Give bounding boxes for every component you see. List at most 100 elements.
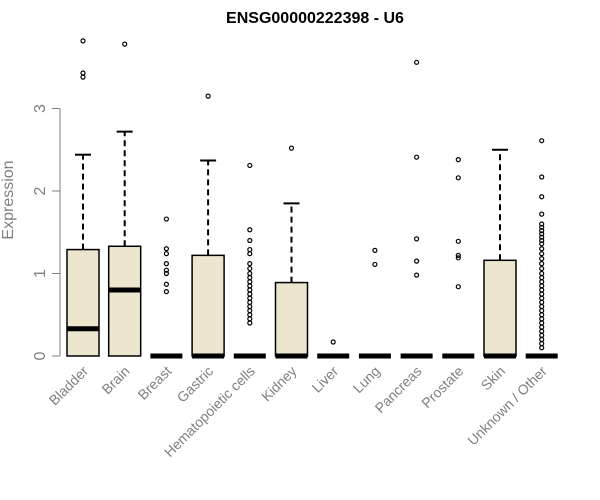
outlier-9-2 — [455, 238, 461, 244]
outlier-11-14 — [539, 261, 545, 267]
outlier-4-17 — [247, 312, 253, 318]
outlier-11-32 — [539, 336, 545, 343]
box-9 — [442, 157, 475, 359]
outlier-4-12 — [247, 291, 253, 297]
outlier-4-0 — [247, 162, 253, 169]
outlier-4-6 — [247, 265, 253, 272]
x-tick-label-5: Kidney — [258, 363, 300, 405]
outlier-2-1 — [163, 246, 169, 252]
outlier-0-2 — [80, 74, 86, 80]
box-rect-0 — [66, 248, 100, 357]
outlier-11-13 — [539, 256, 545, 262]
outlier-4-4 — [247, 251, 253, 257]
outlier-11-17 — [539, 275, 545, 281]
outlier-11-1 — [539, 174, 545, 180]
chart-title: ENSG00000222398 - U6 — [226, 10, 404, 27]
outlier-11-22 — [539, 295, 545, 301]
y-axis-label: Expression — [0, 160, 17, 239]
x-tick-label-6: Liver — [309, 363, 342, 396]
outlier-11-12 — [539, 251, 545, 257]
outlier-11-30 — [539, 328, 545, 334]
outlier-11-26 — [539, 312, 545, 318]
y-tick-label-2: 2 — [32, 186, 49, 195]
outlier-4-10 — [247, 283, 253, 289]
box-4 — [233, 162, 266, 359]
outlier-11-8 — [539, 234, 545, 240]
outlier-11-15 — [539, 265, 545, 272]
outlier-8-2 — [414, 236, 420, 242]
outlier-11-27 — [539, 316, 545, 322]
outlier-4-9 — [247, 279, 253, 285]
x-tick-label-11: Unknown / Other — [464, 363, 550, 449]
outlier-4-19 — [247, 320, 253, 326]
outlier-2-3 — [163, 261, 169, 267]
outlier-4-15 — [247, 303, 253, 310]
y-axis: 0 1 2 3 — [32, 104, 61, 360]
y-tick-label-3: 3 — [32, 104, 49, 113]
x-tick-label-2: Breast — [135, 363, 175, 403]
outlier-8-4 — [414, 272, 420, 278]
outlier-7-0 — [372, 247, 378, 253]
outlier-11-28 — [539, 320, 545, 326]
box-1 — [107, 41, 142, 357]
box-rect-1 — [107, 245, 142, 357]
outlier-11-16 — [539, 270, 545, 277]
outlier-4-7 — [247, 270, 253, 277]
outlier-11-20 — [539, 287, 545, 293]
outlier-11-19 — [539, 283, 545, 289]
outlier-11-23 — [539, 299, 545, 305]
outlier-9-1 — [455, 175, 461, 181]
outlier-7-1 — [372, 261, 378, 268]
box-10 — [483, 148, 517, 359]
outlier-9-0 — [455, 157, 461, 163]
box-7 — [358, 247, 391, 359]
outlier-2-6 — [163, 281, 169, 287]
y-tick-label-0: 0 — [32, 351, 49, 360]
outlier-11-21 — [539, 291, 545, 297]
outlier-9-5 — [455, 284, 461, 290]
outlier-11-9 — [539, 237, 545, 244]
outlier-11-7 — [539, 231, 545, 237]
box-6 — [317, 339, 350, 359]
outlier-11-4 — [539, 221, 545, 227]
box-rect-5 — [274, 281, 309, 357]
x-tick-label-1: Brain — [98, 363, 132, 397]
outlier-2-7 — [163, 289, 169, 295]
outlier-11-18 — [539, 279, 545, 285]
outlier-9-3 — [455, 252, 461, 258]
box-0 — [66, 38, 100, 357]
outlier-11-24 — [539, 303, 545, 310]
outlier-11-2 — [539, 194, 545, 200]
boxes-layer — [66, 38, 558, 359]
outlier-11-0 — [539, 138, 545, 144]
outlier-4-1 — [247, 227, 253, 233]
outlier-1-0 — [122, 41, 128, 47]
outlier-4-8 — [247, 275, 253, 281]
x-tick-label-9: Prostate — [418, 363, 466, 411]
outlier-8-3 — [414, 258, 420, 264]
outlier-8-0 — [414, 59, 420, 65]
outlier-4-2 — [247, 237, 253, 244]
outlier-2-4 — [163, 267, 169, 273]
x-tick-label-7: Lung — [350, 363, 383, 396]
outlier-11-29 — [539, 324, 545, 330]
box-2 — [150, 216, 183, 359]
box-11 — [525, 138, 558, 359]
outlier-6-0 — [330, 339, 336, 345]
box-8 — [400, 59, 433, 359]
y-tick-label-1: 1 — [32, 269, 49, 278]
box-5 — [274, 145, 309, 359]
outlier-11-25 — [539, 308, 545, 314]
outlier-8-1 — [414, 154, 420, 160]
outlier-11-33 — [539, 341, 545, 347]
outlier-2-2 — [163, 251, 169, 257]
outlier-3-0 — [205, 93, 211, 99]
x-tick-label-10: Skin — [478, 363, 509, 394]
outlier-4-16 — [247, 308, 253, 314]
outlier-4-14 — [247, 299, 253, 305]
outlier-11-6 — [539, 228, 545, 234]
outlier-11-10 — [539, 241, 545, 247]
